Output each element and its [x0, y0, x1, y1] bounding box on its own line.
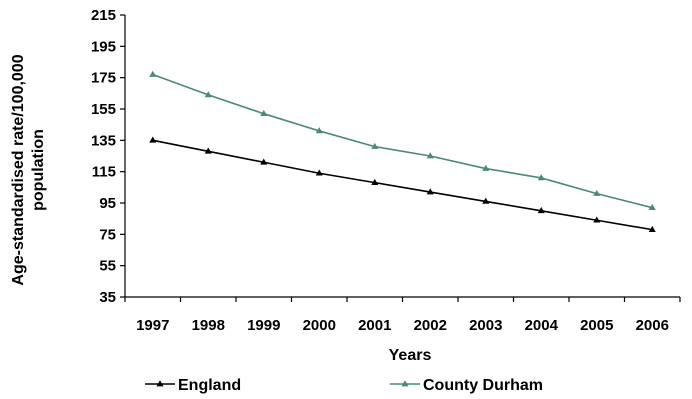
y-tick-label: 115: [92, 164, 116, 181]
series-line: [152, 73, 653, 209]
data-point: [482, 164, 490, 171]
legend-label: County Durham: [423, 377, 543, 394]
data-point: [204, 147, 212, 154]
y-tick-label: 95: [99, 195, 116, 212]
series-county-durham: [149, 70, 656, 211]
legend-item: County Durham: [390, 377, 543, 394]
y-tick-label: 75: [99, 226, 116, 243]
y-axis-title-line-2: population: [30, 129, 47, 211]
legend-item: England: [145, 377, 241, 394]
x-tick-label: 2001: [358, 317, 391, 334]
data-point: [315, 169, 323, 176]
y-tick-label: 135: [91, 132, 116, 149]
data-point: [204, 91, 212, 98]
x-tick-label: 1998: [192, 317, 225, 334]
series-layer: [149, 70, 656, 232]
data-point: [371, 142, 379, 149]
data-point: [426, 152, 434, 159]
data-point: [149, 70, 157, 77]
data-point: [537, 207, 545, 214]
y-axis-title-line-1: Age-standardised rate/100,000: [10, 54, 27, 285]
data-point: [315, 127, 323, 134]
x-tick-label: 2002: [414, 317, 447, 334]
series-england: [149, 136, 656, 232]
y-tick-label: 55: [99, 258, 116, 275]
x-tick-label: 2005: [580, 317, 613, 334]
y-axis-title: Age-standardised rate/100,000 population: [10, 54, 47, 285]
data-point: [648, 203, 656, 211]
data-point: [260, 158, 268, 165]
data-point: [426, 188, 434, 195]
x-tick-label: 2000: [303, 317, 336, 334]
data-point: [593, 189, 601, 196]
data-point: [648, 225, 656, 232]
x-tick-label: 1997: [136, 317, 169, 334]
data-point: [371, 178, 379, 185]
y-tick-label: 35: [99, 289, 116, 306]
x-tick-label: 2006: [636, 317, 669, 334]
x-axis-title: Years: [389, 347, 432, 364]
series-line: [152, 139, 653, 231]
y-tick-label: 155: [91, 101, 116, 118]
data-point: [482, 197, 490, 204]
data-point: [260, 109, 268, 117]
y-tick-label: 215: [91, 7, 116, 24]
legend-marker: [156, 380, 164, 387]
y-tick-label: 175: [91, 70, 116, 87]
x-tick-label: 2004: [525, 317, 559, 334]
data-point: [593, 216, 601, 223]
data-point: [149, 136, 157, 143]
x-tick-label: 2003: [469, 317, 502, 334]
data-point: [537, 174, 545, 181]
legend: England County Durham: [145, 377, 543, 394]
legend-label: England: [178, 377, 241, 394]
axes: 35 55 75 95 115 135 155 175 195 215 1997 1998 1999 20…: [91, 7, 681, 334]
y-tick-label: 195: [91, 38, 116, 55]
legend-marker: [401, 380, 409, 387]
x-tick-label: 1999: [247, 317, 280, 334]
